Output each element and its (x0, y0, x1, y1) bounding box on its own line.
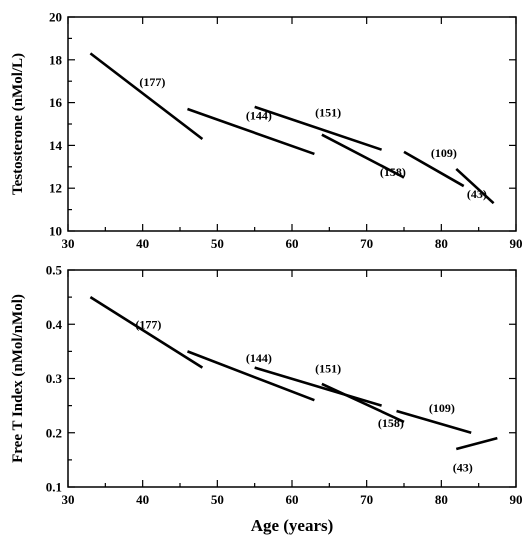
x-tick-label: 50 (211, 236, 224, 251)
y-axis-title: Testosterone (nMol/L) (10, 53, 26, 195)
x-tick-label: 50 (211, 492, 224, 507)
series-segment (254, 366, 382, 407)
series-segment (254, 105, 383, 151)
series-label: (158) (378, 416, 404, 430)
series-segment (455, 436, 498, 451)
y-tick-label: 0.4 (46, 317, 63, 332)
series-label: (109) (429, 401, 455, 415)
x-tick-label: 70 (360, 236, 373, 251)
testosterone-panel: 30 40 50 60 70 80 90 10 12 14 16 18 20 Testosterone (… (10, 10, 523, 252)
series-segment (321, 382, 405, 424)
series-segment (89, 296, 204, 369)
series-segment (396, 409, 472, 434)
series-segment (89, 52, 204, 141)
series-label: (151) (315, 105, 341, 119)
series-label: (144) (246, 351, 272, 365)
y-axis-title: Free T Index (nMol/nMol) (10, 294, 26, 463)
y-tick-label: 20 (49, 10, 62, 25)
series-label: (151) (315, 362, 341, 376)
y-tick-label: 0.1 (46, 480, 62, 495)
series-label: (177) (139, 75, 165, 89)
x-tick-label: 40 (136, 492, 149, 507)
y-tick-label: 16 (49, 95, 63, 110)
series-label: (177) (135, 317, 161, 331)
series-segment (186, 350, 315, 402)
x-tick-label: 60 (286, 236, 299, 251)
plot-frame (67, 16, 517, 232)
free-t-index-panel: 30 40 50 60 70 80 90 0.1 0.2 0.3 0.4 0.5 Free T Inde… (10, 263, 523, 536)
series-segment (403, 150, 465, 188)
series-label: (43) (453, 461, 473, 475)
series-label: (43) (467, 187, 487, 201)
y-tick-label: 14 (49, 138, 63, 153)
x-tick-label: 80 (435, 492, 448, 507)
y-tick-label: 0.3 (46, 371, 63, 386)
x-tick-label: 90 (510, 492, 523, 507)
y-tick-label: 0.5 (46, 263, 63, 278)
series-label: (158) (380, 165, 406, 179)
x-tick-label: 30 (62, 236, 75, 251)
x-tick-label: 70 (360, 492, 373, 507)
y-tick-label: 18 (49, 52, 63, 67)
x-tick-label: 30 (62, 492, 75, 507)
x-tick-label: 90 (510, 236, 523, 251)
x-tick-label: 40 (136, 236, 149, 251)
x-tick-label: 60 (286, 492, 299, 507)
series-segment (187, 107, 315, 156)
series-segment (321, 133, 405, 179)
x-tick-label: 80 (435, 236, 448, 251)
series-label: (144) (246, 108, 272, 122)
x-axis-title: Age (years) (251, 516, 334, 535)
series-label: (109) (431, 146, 457, 160)
y-tick-label: 12 (49, 181, 62, 196)
y-tick-label: 0.2 (46, 425, 62, 440)
series-segment (455, 167, 495, 205)
y-tick-label: 10 (49, 224, 62, 239)
